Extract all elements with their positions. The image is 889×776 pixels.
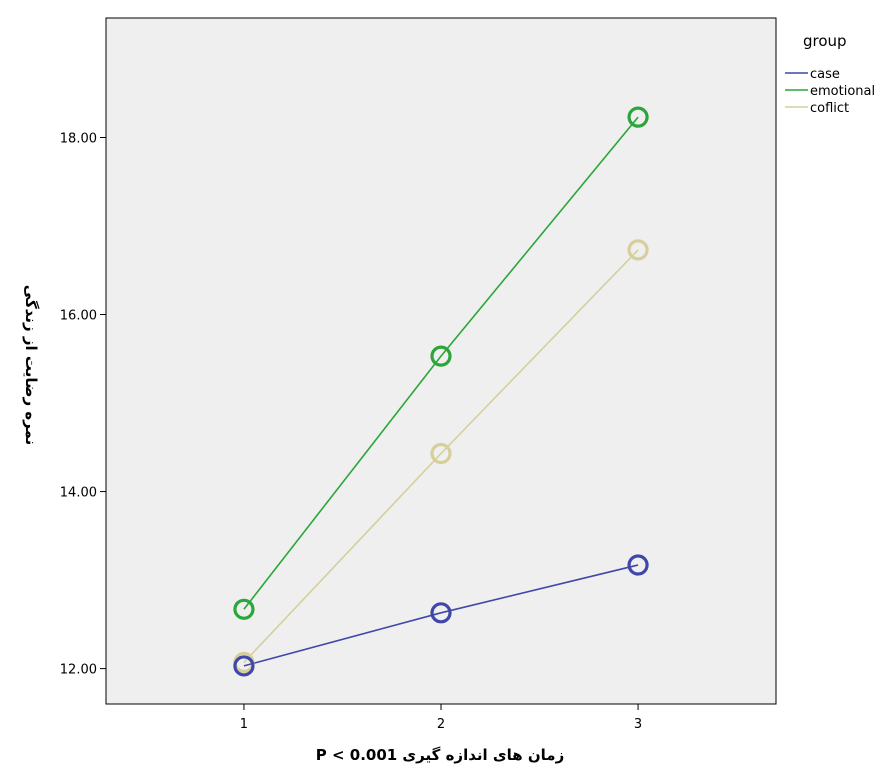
data-point-case [627, 554, 649, 576]
y-tick-label: 16.00 [60, 309, 97, 324]
x-tick-label: 2 [437, 717, 445, 732]
y-tick-label: 14.00 [60, 486, 97, 501]
data-point-emotional [627, 106, 649, 128]
x-axis-title: زمان های اندازه گیری P < 0.001 [316, 746, 564, 764]
legend-title: group [803, 32, 847, 50]
data-point-coflict [627, 239, 649, 261]
data-point-coflict [430, 442, 452, 465]
data-point-case [430, 602, 452, 624]
x-tick-label: 3 [634, 717, 642, 732]
series-line-coflict [243, 249, 639, 663]
series-line-case [243, 564, 639, 667]
y-axis-title: نمره رضایت از زندگی [22, 285, 40, 445]
x-tick-label: 1 [240, 717, 248, 732]
x-axis: 1 2 3 [240, 704, 642, 732]
data-point-case [233, 655, 255, 677]
legend-label-case: case [810, 67, 840, 82]
series-layer [233, 106, 649, 677]
legend: group case emotional coflict [785, 32, 875, 116]
legend-label-emotional: emotional [810, 84, 875, 99]
legend-label-coflict: coflict [810, 101, 849, 116]
data-point-emotional [430, 345, 452, 367]
y-tick-label: 12.00 [60, 663, 97, 678]
y-axis: 12.00 14.00 16.00 18.00 [60, 131, 106, 678]
series-line-emotional [243, 116, 639, 610]
plot-area [105, 17, 777, 705]
data-point-emotional [233, 598, 255, 620]
y-tick-label: 18.00 [60, 131, 97, 146]
